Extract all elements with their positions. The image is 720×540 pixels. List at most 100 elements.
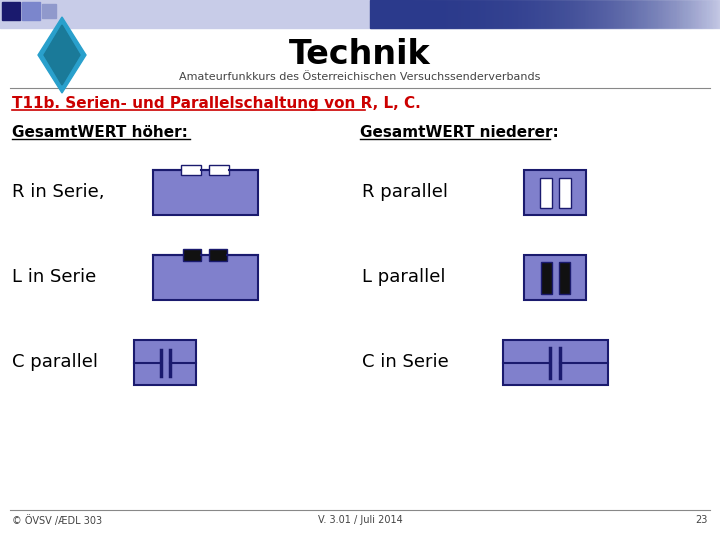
Bar xyxy=(395,0,396,28)
Bar xyxy=(456,0,457,28)
Bar xyxy=(551,0,552,28)
Bar xyxy=(609,0,610,28)
Bar xyxy=(646,0,647,28)
Bar xyxy=(555,0,556,28)
Bar xyxy=(691,0,692,28)
Bar xyxy=(421,0,422,28)
Bar xyxy=(623,0,624,28)
Bar xyxy=(581,0,582,28)
Bar xyxy=(653,0,654,28)
Text: L parallel: L parallel xyxy=(362,268,446,286)
Bar xyxy=(430,0,431,28)
Bar xyxy=(495,0,496,28)
Bar xyxy=(503,0,504,28)
Bar xyxy=(550,0,551,28)
Bar xyxy=(597,0,598,28)
Bar xyxy=(466,0,467,28)
Bar xyxy=(458,0,459,28)
Bar xyxy=(588,0,589,28)
Bar xyxy=(716,0,717,28)
Bar xyxy=(628,0,629,28)
Bar xyxy=(493,0,494,28)
Bar xyxy=(648,0,649,28)
Bar xyxy=(543,0,544,28)
Bar xyxy=(577,0,578,28)
Bar xyxy=(496,0,497,28)
Bar xyxy=(490,0,491,28)
Bar xyxy=(498,0,499,28)
Bar xyxy=(605,0,606,28)
Bar xyxy=(516,0,517,28)
Bar xyxy=(632,0,633,28)
Bar xyxy=(412,0,413,28)
Polygon shape xyxy=(44,25,80,85)
Bar xyxy=(558,0,559,28)
Bar xyxy=(380,0,381,28)
Bar xyxy=(425,0,426,28)
Bar xyxy=(561,0,562,28)
Bar xyxy=(587,0,588,28)
Bar xyxy=(42,4,56,18)
Bar xyxy=(529,0,530,28)
Bar xyxy=(396,0,397,28)
Bar xyxy=(22,2,40,20)
Bar xyxy=(645,0,646,28)
Bar xyxy=(181,165,201,175)
Bar xyxy=(629,0,630,28)
Bar xyxy=(698,0,699,28)
Bar xyxy=(634,0,635,28)
Bar xyxy=(676,0,677,28)
Bar xyxy=(684,0,685,28)
Bar xyxy=(417,0,418,28)
Bar xyxy=(480,0,481,28)
Bar xyxy=(427,0,428,28)
Bar xyxy=(578,0,579,28)
Bar xyxy=(508,0,509,28)
Bar xyxy=(377,0,378,28)
Bar xyxy=(520,0,521,28)
Bar xyxy=(450,0,451,28)
Bar xyxy=(534,0,535,28)
Bar xyxy=(510,0,511,28)
Bar xyxy=(688,0,689,28)
Bar xyxy=(637,0,638,28)
Bar xyxy=(719,0,720,28)
Bar xyxy=(393,0,394,28)
Bar xyxy=(471,0,472,28)
Bar xyxy=(389,0,390,28)
Bar xyxy=(414,0,415,28)
Bar xyxy=(435,0,436,28)
Bar xyxy=(641,0,642,28)
Bar xyxy=(624,0,625,28)
Bar xyxy=(666,0,667,28)
Text: Technik: Technik xyxy=(289,38,431,71)
Bar xyxy=(507,0,508,28)
Bar xyxy=(385,0,386,28)
Bar xyxy=(525,0,526,28)
Bar xyxy=(708,0,709,28)
Bar xyxy=(636,0,637,28)
Bar xyxy=(651,0,652,28)
Bar xyxy=(638,0,639,28)
Bar xyxy=(678,0,679,28)
Bar xyxy=(600,0,601,28)
Bar xyxy=(572,0,573,28)
Bar xyxy=(667,0,668,28)
Bar xyxy=(604,0,605,28)
Bar xyxy=(621,0,622,28)
Bar xyxy=(659,0,660,28)
Bar xyxy=(371,0,372,28)
Bar xyxy=(399,0,400,28)
Bar xyxy=(566,0,567,28)
Bar xyxy=(397,0,398,28)
Bar xyxy=(655,0,656,28)
Bar xyxy=(375,0,376,28)
Bar xyxy=(497,0,498,28)
Bar xyxy=(432,0,433,28)
Bar xyxy=(695,0,696,28)
Bar xyxy=(640,0,641,28)
Bar xyxy=(378,0,379,28)
Bar xyxy=(419,0,420,28)
Bar xyxy=(586,0,587,28)
Bar xyxy=(469,0,470,28)
